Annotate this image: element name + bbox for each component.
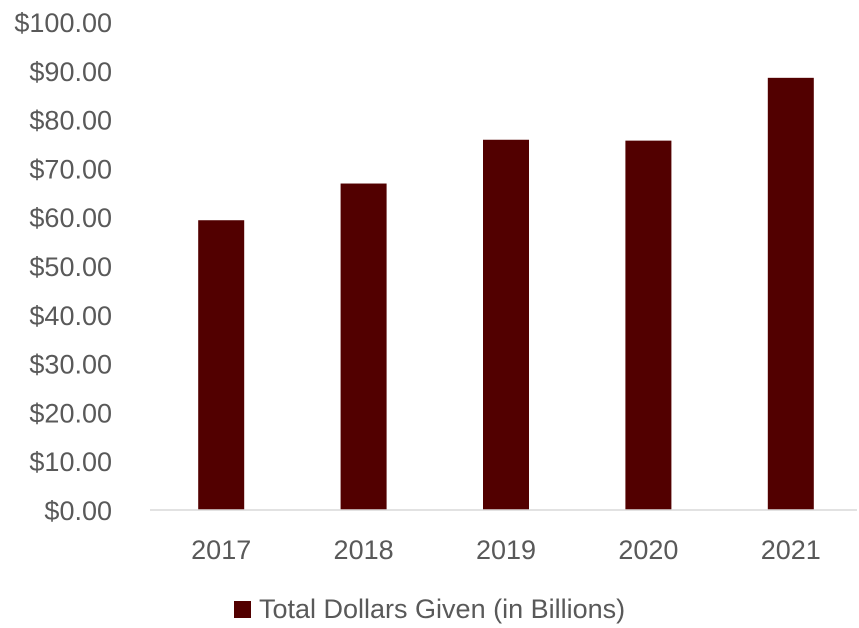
x-tick-label: 2021 <box>761 535 821 565</box>
bar <box>483 139 529 510</box>
bar <box>340 183 387 510</box>
legend-label: Total Dollars Given (in Billions) <box>259 594 625 624</box>
x-tick-label: 2019 <box>476 535 536 565</box>
y-tick-label: $40.00 <box>29 301 112 331</box>
legend-swatch <box>234 601 251 618</box>
y-tick-label: $70.00 <box>29 154 112 184</box>
bar <box>625 140 672 510</box>
x-tick-label: 2018 <box>334 535 394 565</box>
y-tick-label: $20.00 <box>29 398 112 428</box>
y-tick-label: $50.00 <box>29 252 112 282</box>
y-tick-label: $0.00 <box>44 496 112 526</box>
y-tick-label: $60.00 <box>29 203 112 233</box>
x-tick-label: 2017 <box>191 535 251 565</box>
legend: Total Dollars Given (in Billions) <box>234 594 625 624</box>
y-tick-label: $10.00 <box>29 447 112 477</box>
y-tick-label: $30.00 <box>29 350 112 380</box>
y-tick-label: $90.00 <box>29 57 112 87</box>
x-tick-label: 2020 <box>618 535 678 565</box>
y-tick-label: $80.00 <box>29 106 112 136</box>
x-axis-category-labels: 2017 2018 2019 2020 2021 <box>191 535 821 565</box>
y-axis-tick-labels: $0.00 $10.00 $20.00 $30.00 $40.00 $50.00 $60.0… <box>14 8 112 526</box>
bar <box>767 77 814 510</box>
y-tick-label: $100.00 <box>14 8 112 38</box>
bar <box>198 220 245 511</box>
bars <box>198 77 814 511</box>
